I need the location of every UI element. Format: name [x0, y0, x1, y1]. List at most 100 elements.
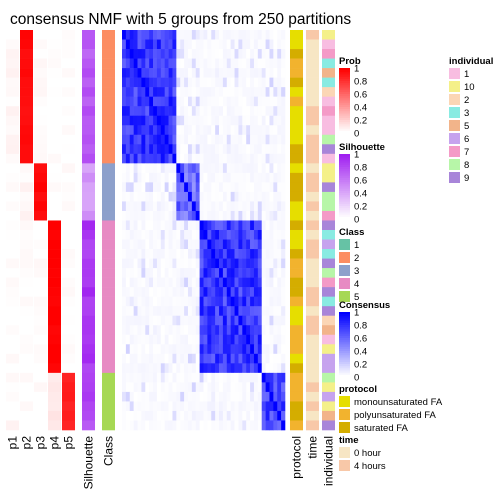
consensus-cell: [122, 325, 127, 336]
consensus-cell: [242, 382, 247, 393]
prob-cell: [20, 134, 33, 145]
consensus-cell: [172, 372, 177, 383]
consensus-legend-gradient: [339, 361, 350, 365]
prob-cell: [20, 172, 33, 183]
consensus-cell: [246, 334, 251, 345]
consensus-legend-gradient: [339, 331, 350, 335]
consensus-cell: [219, 172, 224, 183]
silhouette-cell: [82, 325, 95, 336]
consensus-cell: [160, 106, 165, 117]
consensus-cell: [160, 391, 165, 402]
class-cell: [102, 210, 115, 221]
prob-legend-gradient: [339, 115, 350, 119]
consensus-cell: [145, 210, 150, 221]
prob-legend-gradient: [339, 89, 350, 93]
consensus-cell: [222, 115, 228, 126]
consensus-cell: [172, 144, 177, 155]
prob-cell: [48, 420, 61, 431]
consensus-cell: [149, 420, 154, 431]
prob-cell: [62, 391, 75, 402]
consensus-cell: [219, 239, 224, 250]
consensus-cell: [261, 191, 266, 202]
consensus-cell: [211, 49, 216, 59]
consensus-cell: [122, 230, 127, 240]
individual-legend-swatch: [449, 159, 460, 170]
individual-legend-swatch: [449, 172, 460, 183]
consensus-cell: [180, 144, 185, 155]
consensus-cell: [215, 210, 220, 221]
consensus-cell: [137, 363, 142, 374]
consensus-cell: [281, 191, 286, 202]
consensus-cell: [129, 68, 134, 78]
consensus-cell: [250, 372, 255, 383]
consensus-cell: [230, 382, 235, 393]
consensus-cell: [141, 325, 146, 336]
consensus-cell: [172, 410, 177, 421]
consensus-cell: [191, 58, 197, 69]
prob-legend-gradient: [339, 111, 350, 114]
consensus-cell: [156, 115, 162, 126]
prob-cell: [48, 249, 61, 259]
protocol-cell: [290, 334, 303, 345]
consensus-cell: [250, 30, 255, 40]
prob-cell: [6, 210, 19, 221]
consensus-cell: [207, 391, 212, 402]
consensus-cell: [211, 410, 216, 421]
consensus-cell: [133, 287, 138, 297]
consensus-cell: [184, 315, 189, 326]
consensus-cell: [203, 58, 208, 69]
consensus-cell: [141, 334, 146, 345]
consensus-cell: [141, 58, 146, 69]
consensus-cell: [261, 391, 266, 402]
consensus-cell: [176, 334, 181, 345]
consensus-cell: [199, 220, 204, 231]
time-cell: [306, 258, 319, 269]
consensus-cell: [187, 230, 193, 240]
silhouette-legend-gradient: [339, 182, 350, 185]
consensus-cell: [164, 372, 169, 383]
consensus-cell: [234, 39, 239, 50]
prob-legend-gradient: [339, 126, 350, 130]
consensus-cell: [269, 30, 274, 40]
prob-cell: [20, 334, 33, 345]
consensus-cell: [211, 315, 216, 326]
consensus-cell: [253, 201, 259, 212]
silhouette-cell: [82, 363, 95, 374]
consensus-cell: [195, 96, 200, 107]
column-label: p4: [48, 436, 62, 450]
class-legend-swatch: [339, 252, 350, 263]
consensus-cell: [238, 87, 243, 97]
silhouette-legend-gradient: [339, 175, 350, 179]
individual-cell: [322, 153, 335, 164]
column-label: protocol: [290, 436, 304, 479]
consensus-cell: [191, 277, 197, 288]
consensus-cell: [246, 125, 251, 136]
consensus-cell: [207, 125, 212, 136]
consensus-cell: [273, 163, 278, 174]
consensus-cell: [253, 239, 259, 250]
individual-cell: [322, 391, 335, 402]
consensus-cell: [257, 153, 263, 164]
consensus-cell: [207, 191, 212, 202]
consensus-cell: [230, 239, 235, 250]
consensus-cell: [234, 315, 239, 326]
consensus-cell: [269, 125, 274, 136]
consensus-cell: [281, 344, 286, 355]
consensus-cell: [261, 106, 266, 117]
consensus-cell: [238, 306, 243, 317]
consensus-cell: [153, 125, 158, 136]
consensus-cell: [281, 258, 286, 269]
consensus-cell: [242, 144, 247, 155]
prob-cell: [62, 144, 75, 155]
consensus-cell: [261, 315, 266, 326]
consensus-cell: [141, 372, 146, 383]
consensus-cell: [215, 344, 220, 355]
consensus-cell: [168, 220, 173, 231]
consensus-cell: [253, 382, 259, 393]
consensus-cell: [246, 30, 251, 40]
consensus-cell: [203, 172, 208, 183]
consensus-cell: [156, 306, 162, 317]
consensus-cell: [242, 258, 247, 269]
consensus-cell: [215, 258, 220, 269]
prob-cell: [48, 258, 61, 269]
